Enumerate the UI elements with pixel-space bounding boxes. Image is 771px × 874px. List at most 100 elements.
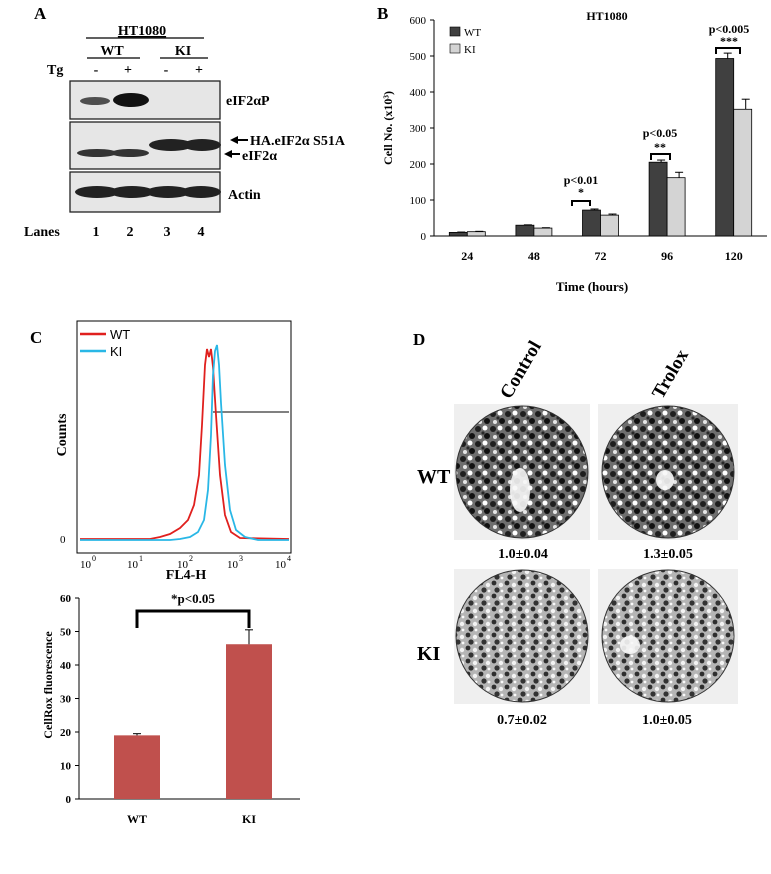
- chart-b-bar-ki: [733, 108, 753, 237]
- chart-b-xlabel: Time (hours): [556, 279, 628, 294]
- chart-c-xtick-label: WT: [127, 812, 147, 826]
- legend-text-ki: KI: [110, 344, 122, 359]
- row-label-wt: WT: [417, 466, 451, 488]
- legend-label-wt: WT: [464, 27, 481, 39]
- blot-group-ki: KI: [175, 44, 191, 59]
- histogram-curve-ki: [80, 344, 289, 541]
- sig-stars-96: **: [654, 140, 666, 154]
- chart-c-bar-ki: [226, 644, 272, 799]
- chart-b-bar-wt: [515, 224, 535, 237]
- blot-sign-1: -: [94, 63, 99, 78]
- sig-p-96: p<0.05: [643, 126, 678, 140]
- western-blot: HT1080 WT KI Tg - + - + eIF2αP HA.eIF2α …: [24, 24, 346, 240]
- blot-sign-4: +: [195, 63, 203, 78]
- chart-c-ytick-label: 60: [60, 593, 72, 605]
- chart-b-ytick-label: 100: [410, 195, 427, 207]
- band: [113, 93, 149, 107]
- sig-stars-72: *: [578, 185, 584, 199]
- value-ki-trolox: 1.0±0.05: [642, 713, 692, 728]
- sig-bracket-96: [650, 153, 671, 160]
- band: [183, 139, 221, 151]
- plate-ki-control: [455, 569, 589, 703]
- chart-b-title: HT1080: [586, 9, 627, 23]
- histogram-xlabel: FL4-H: [166, 568, 207, 580]
- chart-b-bar-wt: [448, 231, 468, 237]
- chart-c-significance: *p<0.05: [171, 591, 215, 606]
- chart-b-xtick-label: 24: [461, 249, 473, 263]
- plate-clearing: [510, 468, 530, 512]
- chart-b-ytick-label: 600: [410, 15, 427, 27]
- plate-clearing: [656, 470, 674, 490]
- panel-c-letter: C: [30, 328, 43, 347]
- band-label-ha: HA.eIF2α S51A: [250, 134, 346, 149]
- chart-b-bar-wt: [715, 58, 735, 237]
- chart-c-ytick-label: 10: [60, 761, 72, 773]
- chart-c-ytick-label: 30: [60, 694, 72, 706]
- chart-c-ytick-label: 0: [66, 794, 72, 806]
- histogram-curve-wt: [80, 348, 290, 540]
- chart-b-ytick-label: 400: [410, 87, 427, 99]
- band: [110, 186, 154, 198]
- value-ki-control: 0.7±0.02: [497, 713, 547, 728]
- histogram-tick: 10: [80, 559, 92, 571]
- lane-number: 4: [198, 225, 205, 240]
- band: [75, 186, 119, 198]
- flow-histogram: Counts 0 WT KI 10 0 10 1 10 2 10 3 10 4 …: [55, 320, 292, 580]
- blot-group-wt: WT: [100, 44, 124, 59]
- column-label-control: Control: [496, 337, 546, 402]
- band: [80, 97, 110, 105]
- plate-ki-trolox: [601, 569, 735, 703]
- chart-c-xtick-label: KI: [242, 812, 256, 826]
- value-wt-trolox: 1.3±0.05: [643, 547, 693, 562]
- blot-sign-3: -: [164, 63, 169, 78]
- histogram-tick-exp: 1: [139, 554, 143, 563]
- histogram-tick-exp: 3: [239, 554, 243, 563]
- histogram-frame: [76, 320, 292, 554]
- chart-b-bar-ki: [666, 177, 686, 237]
- histogram-tick-exp: 2: [189, 554, 193, 563]
- band-label-total: eIF2α: [242, 149, 277, 164]
- band: [181, 186, 221, 198]
- lane-number: 3: [164, 225, 171, 240]
- band: [146, 186, 190, 198]
- histogram-tick-exp: 0: [92, 554, 96, 563]
- chart-b-ytick-label: 200: [410, 159, 427, 171]
- chart-b-bar-ki: [533, 227, 553, 237]
- histogram-tick: 10: [177, 559, 189, 571]
- chart-b-bar-wt: [648, 161, 668, 237]
- panel-a-letter: A: [34, 4, 47, 23]
- histogram-ylabel: Counts: [55, 413, 70, 456]
- lane-number: 2: [127, 225, 134, 240]
- panel-d-letter: D: [413, 330, 426, 349]
- sig-p-72: p<0.01: [564, 173, 599, 187]
- histogram-tick: 10: [227, 559, 239, 571]
- chart-b-xtick-label: 96: [661, 249, 673, 263]
- sig-stars-120: ***: [720, 34, 738, 48]
- histogram-zero: 0: [60, 534, 66, 546]
- legend-swatch-ki: [449, 43, 461, 54]
- plate-clearing: [620, 636, 640, 654]
- band: [149, 139, 193, 151]
- legend-label-ki: KI: [464, 44, 476, 56]
- legend-text-wt: WT: [110, 327, 130, 342]
- chart-b-xtick-label: 48: [528, 249, 540, 263]
- band-label-actin: Actin: [228, 188, 261, 203]
- band: [111, 149, 149, 157]
- chart-c-bracket: [135, 609, 251, 628]
- histogram-x-ticks: 10 0 10 1 10 2 10 3 10 4: [80, 554, 291, 571]
- growth-bar-chart: HT1080 Cell No. (x10³) Time (hours) WT K…: [381, 9, 767, 294]
- chart-b-bar-ki: [466, 231, 486, 237]
- row-label-ki: KI: [417, 643, 441, 665]
- legend-swatch-wt: [449, 26, 461, 37]
- panel-b-letter: B: [377, 4, 389, 23]
- chart-c-bar-wt: [114, 735, 160, 799]
- blot-cell-line: HT1080: [118, 24, 166, 39]
- lanes-label: Lanes: [24, 225, 60, 240]
- chart-b-xtick-label: 72: [595, 249, 607, 263]
- sig-bracket-120: [715, 47, 741, 54]
- band: [77, 149, 117, 157]
- blot-treatment-label: Tg: [47, 63, 63, 78]
- chart-c-ytick-label: 50: [60, 627, 72, 639]
- histogram-tick: 10: [275, 559, 287, 571]
- chart-b-ytick-label: 500: [410, 51, 427, 63]
